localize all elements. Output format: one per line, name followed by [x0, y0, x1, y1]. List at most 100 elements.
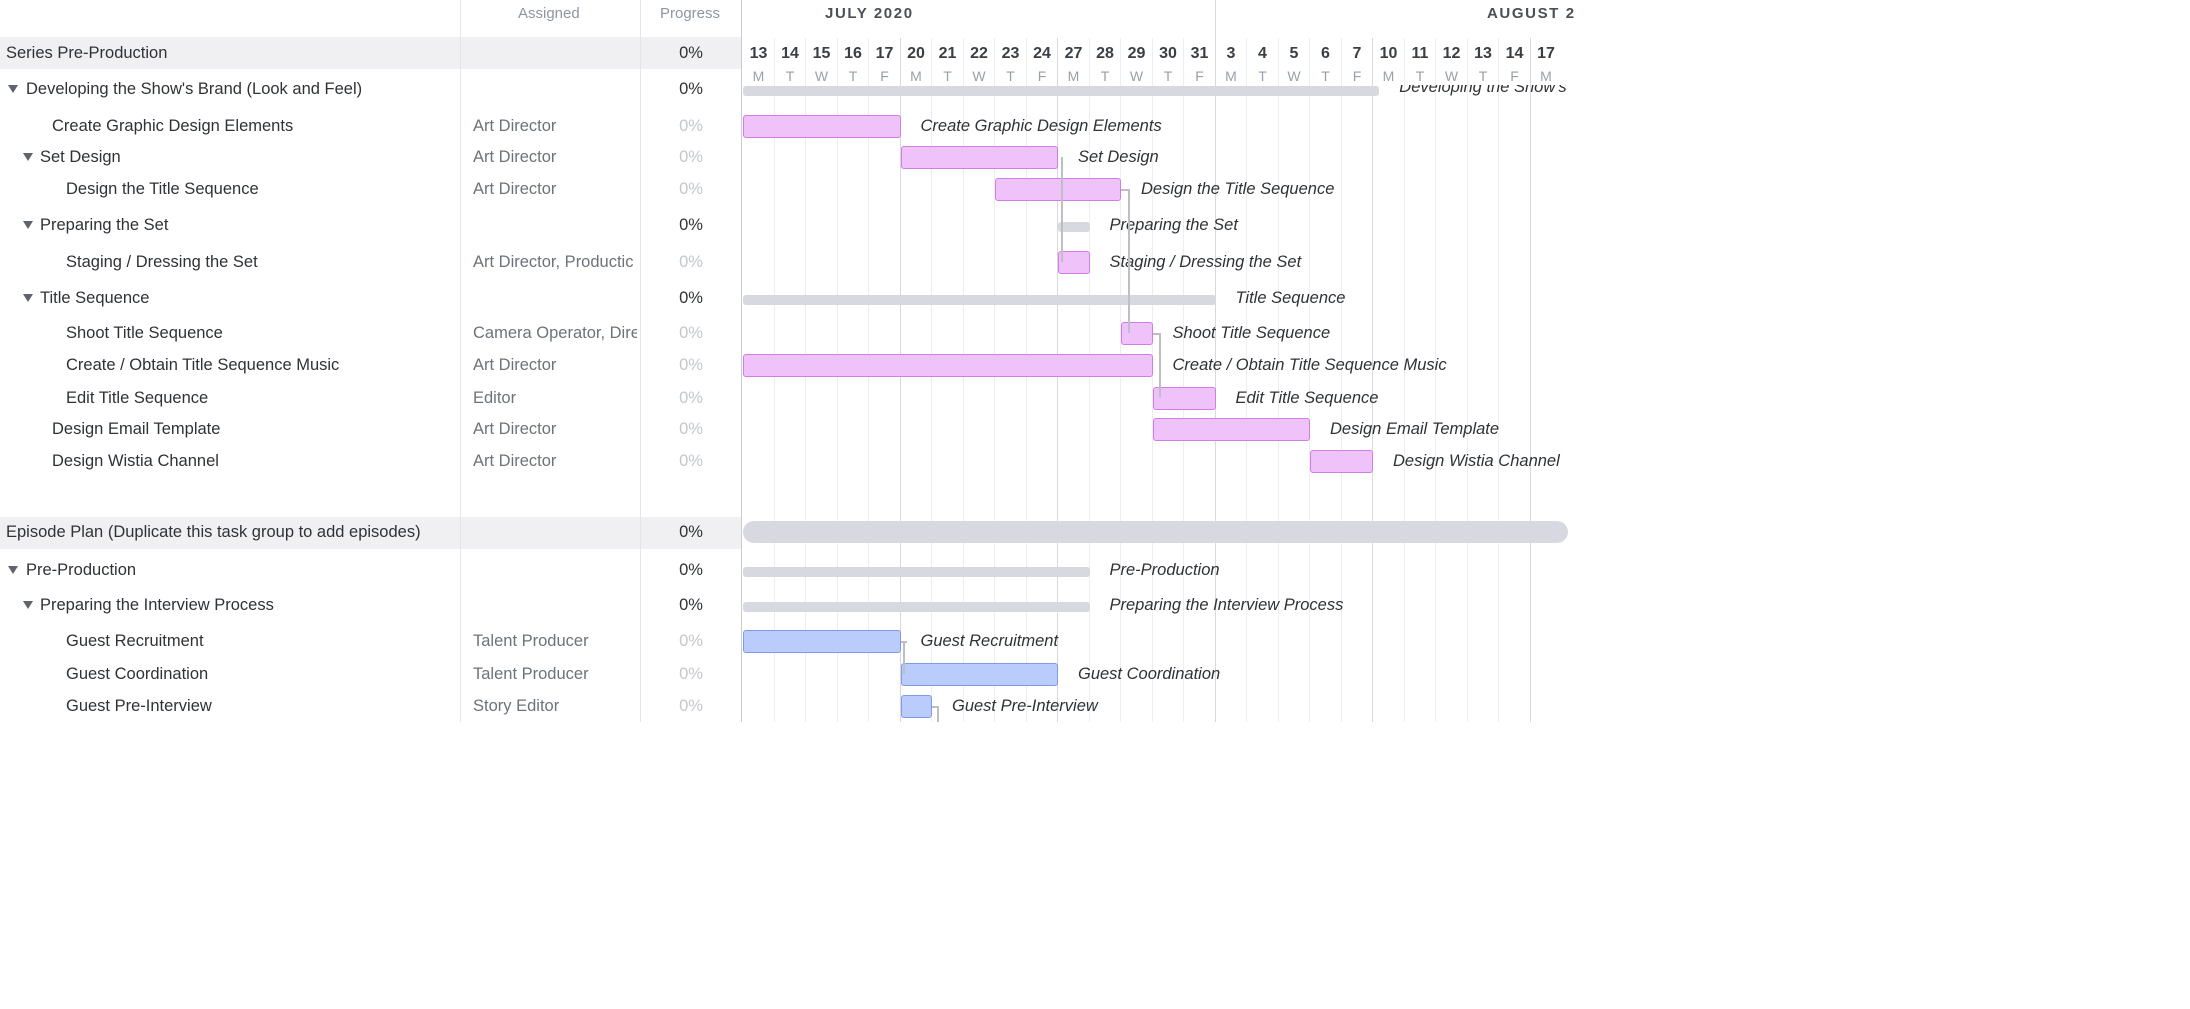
weekday-letter: M: [752, 68, 765, 84]
task-progress[interactable]: 0%: [679, 289, 703, 307]
day-number: 11: [1411, 45, 1429, 62]
task-assignee[interactable]: Talent Producer: [473, 665, 589, 683]
task-name[interactable]: Guest Recruitment: [66, 632, 204, 650]
task-assignee[interactable]: Art Director: [473, 452, 557, 470]
task-bar[interactable]: [1152, 386, 1216, 410]
task-name[interactable]: Guest Pre-Interview: [66, 697, 212, 715]
task-progress[interactable]: 0%: [679, 180, 703, 198]
task-progress[interactable]: 0%: [679, 523, 703, 541]
collapse-toggle-icon[interactable]: [8, 85, 18, 93]
task-progress[interactable]: 0%: [679, 561, 703, 579]
task-assignee[interactable]: Editor: [473, 389, 517, 407]
bar-label: Staging / Dressing the Set: [1109, 253, 1302, 271]
task-bar[interactable]: [900, 694, 932, 718]
task-bar[interactable]: [743, 353, 1153, 377]
task-assignee[interactable]: Art Director: [473, 117, 557, 135]
task-bar[interactable]: [1152, 417, 1310, 441]
bar-label: Shoot Title Sequence: [1172, 324, 1331, 342]
task-name[interactable]: Create Graphic Design Elements: [52, 117, 294, 135]
task-assignee[interactable]: Art Director: [473, 356, 557, 374]
weekday-letter: M: [1382, 68, 1395, 84]
task-progress[interactable]: 0%: [679, 80, 703, 98]
task-progress[interactable]: 0%: [679, 253, 703, 271]
summary-bar[interactable]: [743, 567, 1090, 577]
task-progress[interactable]: 0%: [679, 420, 703, 438]
collapse-toggle-icon[interactable]: [23, 294, 33, 302]
day-number: 28: [1096, 45, 1114, 62]
weekday-letter: F: [1195, 68, 1204, 84]
group-name[interactable]: Episode Plan (Duplicate this task group …: [6, 523, 421, 541]
task-bar[interactable]: [900, 662, 1058, 686]
task-progress[interactable]: 0%: [679, 452, 703, 470]
task-name[interactable]: Design the Title Sequence: [66, 180, 259, 198]
collapse-toggle-icon[interactable]: [8, 566, 18, 574]
task-progress[interactable]: 0%: [679, 632, 703, 650]
bar-label: Preparing the Interview Process: [1109, 596, 1344, 614]
task-progress[interactable]: 0%: [679, 44, 703, 62]
weekday-letter: T: [943, 68, 952, 84]
task-name[interactable]: Staging / Dressing the Set: [66, 253, 258, 271]
group-name[interactable]: Series Pre-Production: [6, 44, 168, 62]
bar-label: Create Graphic Design Elements: [920, 117, 1162, 135]
summary-task-name[interactable]: Title Sequence: [40, 289, 150, 307]
task-bar[interactable]: [1058, 250, 1090, 274]
task-assignee[interactable]: Art Director: [473, 148, 557, 166]
task-progress[interactable]: 0%: [679, 324, 703, 342]
task-progress[interactable]: 0%: [679, 665, 703, 683]
task-bar[interactable]: [900, 145, 1058, 169]
collapse-toggle-icon[interactable]: [23, 153, 33, 161]
day-gridline: [1403, 38, 1405, 722]
day-number: 13: [1474, 45, 1492, 62]
task-name[interactable]: Shoot Title Sequence: [66, 324, 223, 342]
week-gridline: [1529, 38, 1531, 722]
task-assignee[interactable]: Art Director: [473, 420, 557, 438]
task-bar[interactable]: [743, 629, 901, 653]
task-name[interactable]: Design Email Template: [52, 420, 221, 438]
task-progress[interactable]: 0%: [679, 117, 703, 135]
summary-bar[interactable]: [1058, 222, 1090, 232]
summary-bar[interactable]: [743, 602, 1090, 612]
day-number: 17: [1537, 45, 1555, 62]
task-assignee[interactable]: Art Director, Productic: [473, 253, 634, 271]
weekday-letter: M: [1540, 68, 1552, 84]
task-progress[interactable]: 0%: [679, 596, 703, 614]
day-number: 24: [1033, 45, 1051, 62]
task-progress[interactable]: 0%: [679, 356, 703, 374]
task-bar[interactable]: [743, 114, 901, 138]
day-gridline: [962, 38, 964, 722]
task-assignee[interactable]: Camera Operator, Dire: [473, 324, 637, 342]
task-progress[interactable]: 0%: [679, 697, 703, 715]
weekday-letter: T: [1478, 68, 1488, 84]
task-bar[interactable]: [995, 177, 1121, 201]
task-bar[interactable]: [1310, 449, 1373, 473]
task-name[interactable]: Edit Title Sequence: [66, 389, 209, 407]
task-progress[interactable]: 0%: [679, 216, 703, 234]
dependency-connector: [1152, 333, 1159, 335]
assigned-column-header[interactable]: Assigned: [518, 5, 580, 22]
task-bar[interactable]: [1121, 321, 1153, 345]
day-number: 12: [1442, 45, 1461, 62]
progress-column-header[interactable]: Progress: [660, 5, 721, 22]
task-name[interactable]: Set Design: [40, 148, 121, 166]
task-assignee[interactable]: Art Director: [473, 180, 557, 198]
task-name[interactable]: Guest Coordination: [66, 665, 209, 683]
summary-task-name[interactable]: Preparing the Set: [40, 216, 169, 234]
collapse-toggle-icon[interactable]: [23, 221, 33, 229]
task-assignee[interactable]: Story Editor: [473, 697, 560, 715]
dependency-connector: [932, 706, 938, 708]
task-progress[interactable]: 0%: [679, 389, 703, 407]
summary-task-name[interactable]: Developing the Show's Brand (Look and Fe…: [26, 80, 363, 98]
summary-bar[interactable]: [743, 295, 1216, 305]
summary-task-name[interactable]: Pre-Production: [26, 561, 137, 579]
task-progress[interactable]: 0%: [679, 148, 703, 166]
task-name[interactable]: Design Wistia Channel: [52, 452, 219, 470]
weekday-letter: W: [1444, 68, 1459, 84]
day-number: 16: [844, 45, 862, 62]
summary-bar[interactable]: [743, 86, 1380, 96]
task-name[interactable]: Create / Obtain Title Sequence Music: [66, 356, 340, 374]
collapse-toggle-icon[interactable]: [23, 601, 33, 609]
day-number: 17: [875, 45, 894, 62]
task-assignee[interactable]: Talent Producer: [473, 632, 589, 650]
summary-bar[interactable]: [743, 521, 1568, 543]
summary-task-name[interactable]: Preparing the Interview Process: [40, 596, 274, 614]
